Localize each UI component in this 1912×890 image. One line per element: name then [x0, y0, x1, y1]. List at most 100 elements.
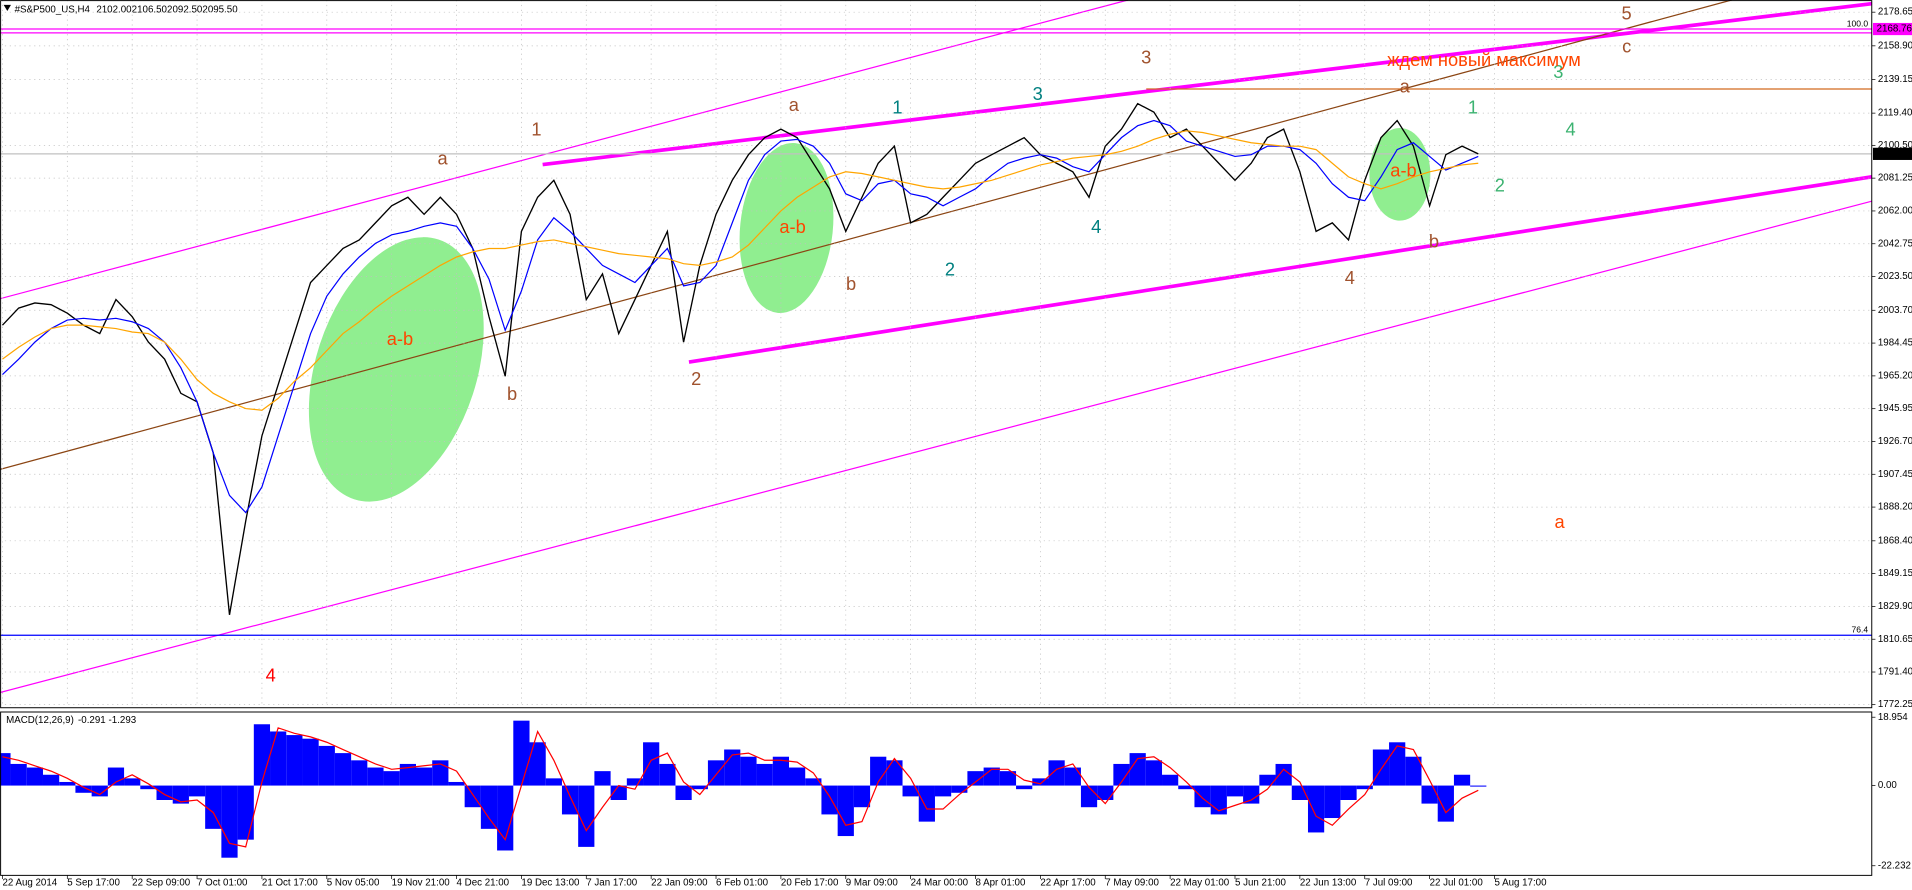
macd-bar [1129, 753, 1146, 786]
macd-bar [1324, 785, 1341, 819]
y-tick-label: -22.232 [1878, 860, 1911, 871]
macd-bar [643, 742, 660, 786]
wave-label: b [1429, 230, 1439, 251]
macd-bar [545, 778, 562, 786]
wave-label: 4 [1345, 267, 1355, 288]
header-icon [3, 4, 11, 11]
macd-bar [448, 781, 465, 786]
channel-line [0, 200, 1872, 694]
macd-bar [1178, 785, 1195, 790]
macd-bar [1097, 785, 1114, 800]
moving-average [2, 119, 1479, 514]
header-price: 2092.50 [167, 4, 203, 15]
macd-bar [1259, 774, 1276, 786]
macd-bar [1453, 774, 1471, 786]
x-tick-label: 7 May 09:00 [1105, 877, 1159, 888]
macd-bar [1243, 785, 1260, 804]
y-tick-label: 1888.20 [1878, 502, 1912, 513]
wave-label: 1 [531, 118, 541, 139]
macd-bar [156, 785, 173, 800]
macd-bar [1437, 785, 1454, 822]
macd-bar [205, 785, 222, 829]
x-tick-label: 21 Oct 17:00 [262, 877, 318, 888]
price-tag-label: 2095.50 [1877, 148, 1912, 159]
x-tick-label: 22 May 01:00 [1170, 877, 1230, 888]
y-tick-label: 2100.50 [1878, 140, 1912, 151]
macd-bar [918, 785, 935, 822]
macd-bar [1307, 785, 1325, 833]
macd-bar [253, 724, 271, 786]
macd-bar [399, 763, 416, 786]
macd-bar [789, 767, 806, 786]
x-tick-label: 5 Jun 21:00 [1235, 877, 1287, 888]
x-tick-label: 24 Mar 00:00 [911, 877, 969, 888]
wave-label: a-b [1390, 160, 1416, 181]
x-tick-label: 19 Nov 21:00 [392, 877, 451, 888]
x-tick-label: 22 Jan 09:00 [651, 877, 708, 888]
channel-line [688, 174, 1873, 364]
fib-label: 76.4 [1852, 625, 1869, 635]
macd-bar [772, 756, 790, 786]
y-tick-label: 2042.75 [1878, 238, 1912, 249]
x-tick-label: 4 Dec 21:00 [457, 877, 510, 888]
y-tick-label: 1868.40 [1878, 535, 1912, 546]
moving-average [2, 130, 1479, 411]
macd-bar [1405, 756, 1422, 786]
macd-bar [270, 731, 287, 786]
macd-bar [10, 763, 27, 786]
macd-bar [821, 785, 838, 815]
macd-bar [513, 720, 530, 786]
y-tick-label: 2062.00 [1878, 206, 1912, 217]
macd-bar [740, 756, 757, 786]
macd-bar [999, 771, 1017, 786]
x-tick-label: 22 Aug 2014 [2, 877, 57, 888]
macd-bar [432, 760, 449, 786]
macd-bar [367, 767, 384, 786]
macd-bar [1064, 767, 1081, 786]
channel-line [0, 0, 1129, 300]
wave-label: 1 [1468, 96, 1478, 117]
macd-bar [1421, 785, 1438, 804]
x-tick-label: 5 Aug 17:00 [1494, 877, 1547, 888]
wave-label: 3 [1141, 46, 1151, 67]
macd-bar [107, 767, 125, 786]
x-tick-label: 19 Dec 13:00 [521, 877, 580, 888]
macd-bar [91, 785, 108, 797]
wave-label: a-b [779, 216, 805, 237]
macd-bar [172, 785, 189, 804]
symbol: #S&P500_US,H4 [15, 4, 91, 15]
macd-title: MACD(12,26,9) [6, 715, 74, 726]
wave-label: b [507, 383, 517, 404]
y-tick-label: 2081.25 [1878, 173, 1912, 184]
macd-bar [480, 785, 498, 829]
macd-bar [610, 785, 627, 800]
x-tick-label: 7 Jan 17:00 [586, 877, 638, 888]
macd-bar [1080, 785, 1098, 808]
macd-bar [124, 778, 141, 786]
wave-label: c [1622, 35, 1631, 56]
macd-bar [1340, 785, 1357, 800]
macd-bar [902, 785, 919, 797]
fib-label: 100.0 [1847, 18, 1869, 28]
y-tick-label: 1791.40 [1878, 667, 1912, 678]
header-price: 2106.50 [132, 4, 168, 15]
macd-bar [934, 785, 952, 797]
macd-bar [351, 760, 368, 786]
macd-bar [1372, 749, 1390, 786]
macd-frame [0, 711, 1873, 876]
wave-label: 5 [1622, 2, 1632, 23]
wave-label: a [438, 148, 449, 169]
price-tag [1872, 147, 1912, 160]
macd-bar [594, 771, 611, 786]
wave-label: b [846, 273, 856, 294]
macd-bar [334, 753, 352, 786]
macd-bar [302, 738, 319, 786]
wave-label: 2 [691, 368, 701, 389]
wave-label: 3 [1553, 61, 1563, 82]
wave-label: 2 [945, 258, 955, 279]
wave-label: 3 [1033, 83, 1043, 104]
wave-label: a [789, 94, 800, 115]
x-tick-label: 5 Sep 17:00 [67, 877, 120, 888]
macd-bar [26, 767, 43, 786]
x-tick-label: 22 Apr 17:00 [1040, 877, 1096, 888]
